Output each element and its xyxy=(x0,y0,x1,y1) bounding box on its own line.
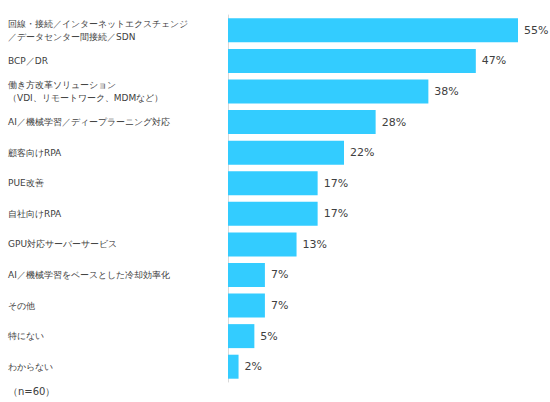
svg-text:PUE改善: PUE改善 xyxy=(8,178,44,188)
svg-text:2%: 2% xyxy=(245,360,262,373)
svg-text:AI／機械学習をベースとした冷却効率化: AI／機械学習をベースとした冷却効率化 xyxy=(8,270,170,280)
svg-text:17%: 17% xyxy=(324,177,348,190)
svg-text:BCP／DR: BCP／DR xyxy=(8,56,48,66)
svg-text:（VDI、リモートワーク、MDMなど）: （VDI、リモートワーク、MDMなど） xyxy=(8,93,163,103)
svg-text:13%: 13% xyxy=(303,238,327,251)
svg-text:38%: 38% xyxy=(434,85,458,98)
svg-text:／データセンター間接続／SDN: ／データセンター間接続／SDN xyxy=(8,32,135,42)
svg-text:その他: その他 xyxy=(8,301,35,311)
svg-text:7%: 7% xyxy=(271,268,288,281)
svg-text:17%: 17% xyxy=(324,207,348,220)
svg-text:顧客向けRPA: 顧客向けRPA xyxy=(8,148,62,158)
svg-text:28%: 28% xyxy=(382,116,406,129)
svg-text:回線・接続／インターネットエクスチェンジ: 回線・接続／インターネットエクスチェンジ xyxy=(8,19,188,29)
svg-text:55%: 55% xyxy=(524,24,548,37)
svg-text:自社向けRPA: 自社向けRPA xyxy=(8,209,62,219)
svg-text:AI／機械学習／ディープラーニング対応: AI／機械学習／ディープラーニング対応 xyxy=(8,117,170,127)
svg-text:わからない: わからない xyxy=(8,362,53,372)
svg-text:47%: 47% xyxy=(482,54,506,67)
svg-text:GPU対応サーバーサービス: GPU対応サーバーサービス xyxy=(8,239,117,249)
svg-text:5%: 5% xyxy=(260,330,277,343)
svg-text:（n=60）: （n=60） xyxy=(8,386,55,397)
svg-text:特にない: 特にない xyxy=(8,331,44,341)
svg-text:22%: 22% xyxy=(350,146,374,159)
svg-text:働き方改革ソリューション: 働き方改革ソリューション xyxy=(8,80,116,90)
svg-text:7%: 7% xyxy=(271,299,288,312)
